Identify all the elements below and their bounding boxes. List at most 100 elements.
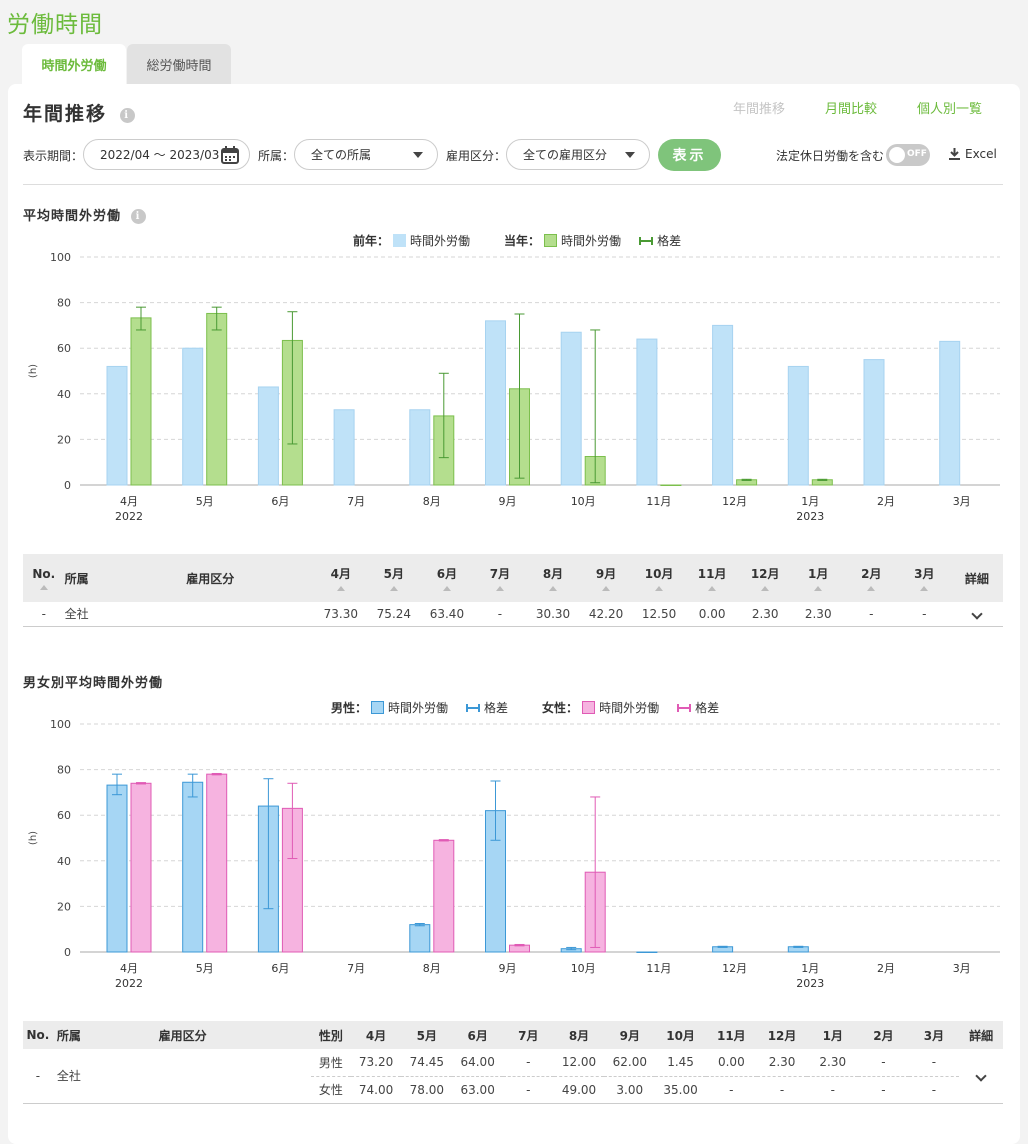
cell-gender: 女性 (310, 1076, 351, 1104)
prev-year-bar (636, 338, 658, 486)
col-affiliation: 所属 (64, 554, 107, 602)
cell-value: 75.24 (367, 602, 421, 627)
col-no: No. (23, 1021, 53, 1049)
table-row: 女性 74.00 78.00 63.00-49.00 3.00 35.00- - - - - (23, 1076, 1003, 1104)
col-month[interactable]: 1月 (791, 554, 845, 602)
period-field[interactable]: 2022/04 ～ 2023/03 (83, 139, 250, 170)
male-bar (182, 781, 204, 953)
x-tick-label: 12月 (722, 962, 747, 975)
y-tick-label: 80 (57, 764, 71, 777)
col-month[interactable]: 8月 (526, 554, 580, 602)
holiday-toggle[interactable]: OFF (886, 144, 930, 166)
sort-icon (389, 586, 398, 591)
col-month[interactable]: 4月 (314, 554, 368, 602)
sort-icon (708, 586, 717, 591)
col-month[interactable]: 7月 (473, 554, 527, 602)
cell-value: 2.30 (738, 602, 792, 627)
female-bar (433, 839, 455, 953)
section2-title: 男女別平均時間外労働 (23, 676, 164, 691)
cell-value: 3.00 (604, 1076, 656, 1104)
y-tick-label: 0 (64, 479, 71, 492)
x-tick-label: 4月 (120, 962, 138, 975)
y-tick-label: 80 (57, 297, 71, 310)
prev-year-bar (485, 320, 506, 486)
col-month: 3月 (908, 1021, 960, 1049)
tab-total-hours[interactable]: 総労働時間 (127, 44, 231, 85)
y-tick-label: 20 (57, 433, 71, 446)
cell-value: 73.30 (314, 602, 368, 627)
nav-monthly-compare[interactable]: 月間比較 (825, 102, 878, 117)
affiliation-select[interactable]: 全ての所属 (294, 139, 438, 170)
chevron-down-icon[interactable] (975, 1070, 987, 1082)
info-icon[interactable]: i (119, 108, 135, 123)
gender-overtime-chart: 0 20 40 60 80 100 (h) 4月 2022 5月 6月 7月 8月 9月 10月 11月 12月… (28, 718, 1000, 990)
col-month[interactable]: 12月 (738, 554, 792, 602)
cell-value: 63.40 (420, 602, 474, 627)
col-month[interactable]: 2月 (844, 554, 898, 602)
cell-employment (92, 1049, 311, 1104)
col-month: 2月 (858, 1021, 909, 1049)
table-row: - 全社 男性 73.20 74.45 64.00-12.00 62.00 1.45 0.00 2… (23, 1049, 1003, 1104)
x-year-label: 2023 (796, 510, 824, 523)
cell-value: 2.30 (756, 1049, 808, 1077)
col-month[interactable]: 6月 (420, 554, 474, 602)
x-tick-label: 6月 (271, 495, 289, 508)
col-month[interactable]: 3月 (897, 554, 951, 602)
gender-overtime-table: No. 所属 雇用区分 性別 4月 5月 6月 7月 8月 9月 10月 11月 12月 1月 2月… (23, 1021, 1003, 1104)
x-tick-label: 12月 (722, 495, 747, 508)
calendar-icon[interactable] (220, 145, 240, 165)
x-tick-label: 3月 (953, 962, 971, 975)
col-month-label: 10月 (644, 567, 674, 581)
chevron-down-icon[interactable] (971, 608, 983, 620)
table-header-row: No. 所属 雇用区分 性別 4月 5月 6月 7月 8月 9月 10月 11月 12月 1月 2月… (23, 1021, 1003, 1049)
cell-value: 63.00 (452, 1076, 504, 1104)
period-value: 2022/04 ～ 2023/03 (100, 148, 220, 162)
legend-male-swatch (371, 701, 385, 714)
nav-individual-list[interactable]: 個人別一覧 (917, 102, 983, 117)
col-month[interactable]: 11月 (685, 554, 739, 602)
cell-value: 12.00 (553, 1049, 605, 1077)
sort-icon (814, 586, 823, 591)
legend-curr-series: 時間外労働 (561, 234, 622, 248)
cell-value: 30.30 (526, 602, 580, 627)
cell-value: 2.30 (791, 602, 845, 627)
col-no[interactable]: No. (23, 554, 65, 602)
employment-select[interactable]: 全ての雇用区分 (506, 139, 650, 170)
sort-icon (655, 586, 664, 591)
col-month[interactable]: 9月 (579, 554, 633, 602)
cell-no: - (23, 602, 65, 627)
y-tick-label: 60 (57, 342, 71, 355)
table2-wrap: No. 所属 雇用区分 性別 4月 5月 6月 7月 8月 9月 10月 11月 12月 1月 2月… (23, 1021, 1003, 1104)
errorbar-icon (677, 703, 692, 712)
legend-curr-label: 当年： (504, 234, 541, 248)
cell-value: 42.20 (579, 602, 633, 627)
col-month-label: 5月 (383, 567, 405, 581)
x-tick-label: 9月 (499, 962, 517, 975)
prev-year-bar (863, 359, 885, 486)
col-month[interactable]: 5月 (367, 554, 421, 602)
x-tick-label: 5月 (196, 495, 214, 508)
table-header-row: No. 所属 雇用区分 4月 5月 6月 7月 8月 9月 10月 11月 12月 1月 2月 3月 詳… (23, 554, 1003, 602)
info-icon[interactable]: i (130, 209, 146, 224)
cell-value: - (705, 1076, 757, 1104)
tab-overtime[interactable]: 時間外労働 (22, 44, 126, 85)
cell-affiliation: 全社 (52, 1049, 93, 1104)
x-tick-label: 10月 (571, 495, 596, 508)
excel-download-link[interactable]: Excel (949, 147, 997, 161)
overtime-table: No. 所属 雇用区分 4月 5月 6月 7月 8月 9月 10月 11月 12月 1月 2月 3月 詳… (23, 554, 1003, 627)
sort-icon (920, 586, 929, 591)
x-tick-label: 9月 (499, 495, 517, 508)
x-tick-label: 8月 (423, 495, 441, 508)
cell-value: 73.20 (350, 1049, 402, 1077)
y-axis-label: (h) (28, 364, 39, 378)
prev-year-bar (787, 365, 809, 486)
cell-detail[interactable] (959, 1049, 1003, 1104)
cell-value: 2.30 (807, 1049, 859, 1077)
cell-value: 74.45 (401, 1049, 453, 1077)
cell-detail[interactable] (950, 602, 1003, 627)
sort-icon (867, 586, 876, 591)
col-month[interactable]: 10月 (632, 554, 686, 602)
legend-male-label: 男性： (331, 701, 368, 715)
show-button[interactable]: 表示 (658, 139, 721, 171)
male-bar (636, 951, 658, 953)
